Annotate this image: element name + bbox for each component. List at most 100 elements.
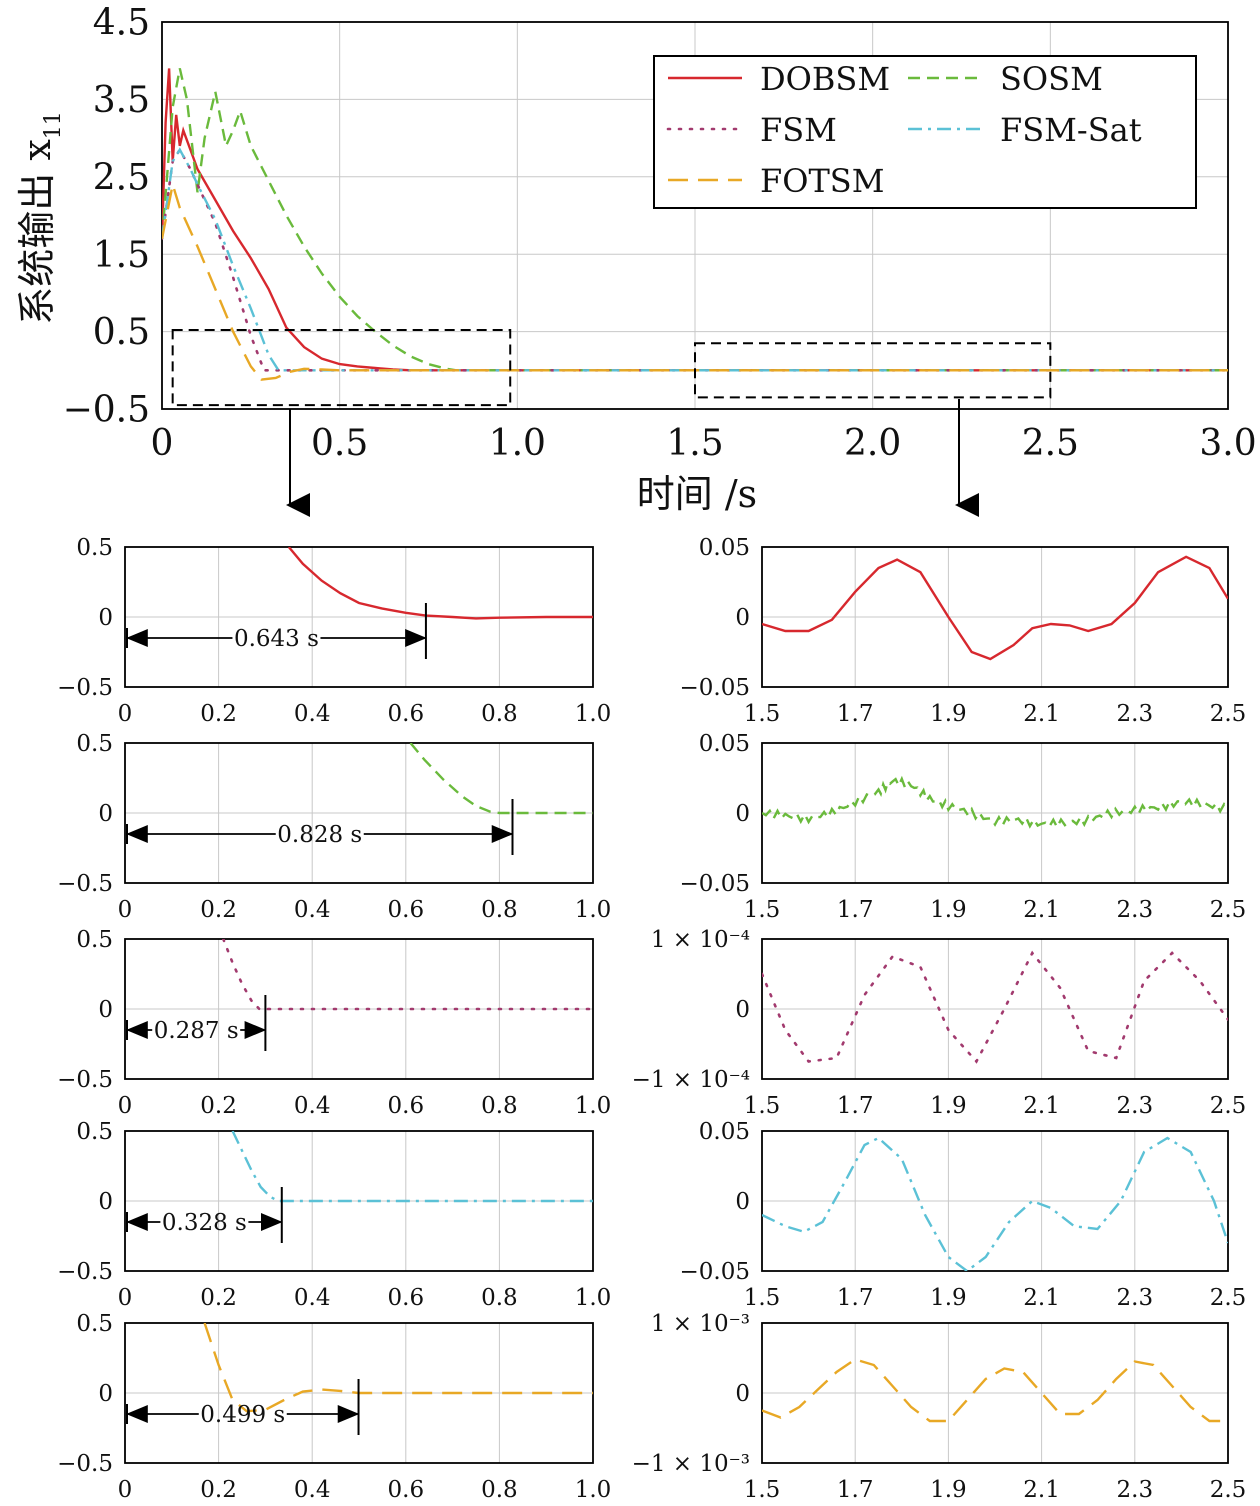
plot-frame bbox=[761, 938, 1229, 1080]
x-tick-label: 0.6 bbox=[388, 1285, 425, 1311]
main-y-axis-label: 系统输出 x11 bbox=[15, 111, 66, 325]
y-tick-label: 0 bbox=[98, 997, 113, 1023]
x-tick-label: 1.7 bbox=[837, 897, 874, 923]
series-line-sosm bbox=[162, 68, 1228, 372]
x-tick-label: 2.3 bbox=[1117, 897, 1154, 923]
y-tick-label: 0.05 bbox=[699, 535, 750, 561]
x-tick-label: 0.8 bbox=[481, 701, 518, 727]
x-tick-label: 0.8 bbox=[481, 897, 518, 923]
x-tick-label: 2.1 bbox=[1023, 1477, 1060, 1503]
x-tick-label: 0.4 bbox=[294, 1477, 331, 1503]
x-tick-label: 1.5 bbox=[744, 1285, 781, 1311]
y-tick-label: 0.05 bbox=[699, 731, 750, 757]
x-tick-label: 1.5 bbox=[744, 701, 781, 727]
y-tick-label: 0.5 bbox=[76, 535, 113, 561]
y-tick-label: 0.05 bbox=[699, 1119, 750, 1145]
legend-label-sosm: SOSM bbox=[1000, 60, 1103, 98]
subplot-right-3: 1.5 1.7 1.9 2.1 2.3 2.5 1 × 10⁻⁴ 0 −1 × 10⁻⁴ bbox=[632, 927, 1247, 1119]
zoom-connectors bbox=[286, 399, 979, 517]
x-tick-label: 1.7 bbox=[837, 1285, 874, 1311]
x-tick-label: 2.5 bbox=[1210, 1093, 1247, 1119]
y-tick-label: 0 bbox=[98, 1189, 113, 1215]
x-tick-label: 0.4 bbox=[294, 701, 331, 727]
x-tick-label: 1.5 bbox=[744, 1093, 781, 1119]
y-tick-label: 0 bbox=[98, 801, 113, 827]
x-tick-label: 1.0 bbox=[575, 1093, 612, 1119]
subplot-left-2: 0 0.2 0.4 0.6 0.8 1.00.50−0.50.828 s bbox=[57, 731, 611, 923]
x-tick-label: 1.5 bbox=[666, 423, 723, 464]
settling-time-label: 0.328 s bbox=[162, 1210, 247, 1236]
series-line-dobsm bbox=[287, 547, 593, 620]
x-tick-label: 0.4 bbox=[294, 897, 331, 923]
plot-frame bbox=[124, 938, 594, 1080]
x-tick-label: 2.1 bbox=[1023, 897, 1060, 923]
x-tick-label: 2.5 bbox=[1210, 897, 1247, 923]
y-tick-label: −0.05 bbox=[680, 1259, 750, 1285]
x-tick-label: 1.9 bbox=[930, 701, 967, 727]
y-tick-label: −0.5 bbox=[63, 390, 150, 431]
y-tick-label: 3.5 bbox=[93, 80, 150, 121]
y-tick-label: −0.5 bbox=[57, 675, 113, 701]
x-tick-label: 0.2 bbox=[200, 1285, 237, 1311]
y-tick-label: −0.05 bbox=[680, 675, 750, 701]
main-legend: DOBSM SOSM FSM FSM-Sat FOTSM bbox=[653, 55, 1197, 209]
subplot-left-3: 0 0.2 0.4 0.6 0.8 1.00.50−0.50.287 s bbox=[57, 927, 611, 1119]
x-tick-label: 0.6 bbox=[388, 897, 425, 923]
x-tick-label: 1.9 bbox=[930, 1285, 967, 1311]
x-tick-label: 2.5 bbox=[1022, 423, 1079, 464]
settling-time-label: 0.643 s bbox=[234, 626, 319, 652]
x-tick-label: 1.0 bbox=[489, 423, 546, 464]
y-tick-label: 0 bbox=[98, 605, 113, 631]
x-tick-label: 0.4 bbox=[294, 1093, 331, 1119]
series-line-sosm bbox=[762, 775, 1228, 830]
subplot-left-4: 0 0.2 0.4 0.6 0.8 1.00.50−0.50.328 s bbox=[57, 1119, 611, 1311]
y-tick-label: 0.5 bbox=[76, 1119, 113, 1145]
x-tick-label: 0.2 bbox=[200, 701, 237, 727]
x-tick-label: 1.0 bbox=[575, 1477, 612, 1503]
y-tick-label: 4.5 bbox=[93, 3, 150, 44]
x-tick-label: 0.6 bbox=[388, 1093, 425, 1119]
x-tick-label: 1.9 bbox=[930, 897, 967, 923]
y-tick-label: 0.5 bbox=[76, 927, 113, 953]
y-tick-label: −1 × 10⁻⁴ bbox=[632, 1067, 750, 1093]
x-tick-label: 0.6 bbox=[388, 701, 425, 727]
main-y-axis-label-text: 系统输出 x bbox=[15, 139, 59, 325]
y-tick-label: 2.5 bbox=[93, 157, 150, 198]
x-tick-label: 0.6 bbox=[388, 1477, 425, 1503]
x-tick-label: 0.2 bbox=[200, 897, 237, 923]
settling-time-label: 0.828 s bbox=[277, 822, 362, 848]
x-tick-label: 0.5 bbox=[311, 423, 368, 464]
x-tick-label: 1.5 bbox=[744, 1477, 781, 1503]
y-tick-label: 0 bbox=[735, 605, 750, 631]
x-tick-label: 1.0 bbox=[575, 897, 612, 923]
zoom-box-left bbox=[171, 329, 512, 407]
y-tick-label: 1 × 10⁻³ bbox=[651, 1311, 750, 1337]
x-tick-label: 2.3 bbox=[1117, 1477, 1154, 1503]
legend-frame bbox=[653, 55, 1197, 209]
plot-frame bbox=[761, 1322, 1229, 1464]
x-tick-label: 0.8 bbox=[481, 1285, 518, 1311]
x-tick-label: 0 bbox=[118, 701, 133, 727]
y-tick-label: 0.5 bbox=[93, 312, 150, 353]
subplot-right-1: 1.5 1.7 1.9 2.1 2.3 2.5 0.05 0 −0.05 bbox=[680, 535, 1247, 727]
y-tick-label: −0.5 bbox=[57, 1259, 113, 1285]
x-tick-label: 1.7 bbox=[837, 1477, 874, 1503]
y-tick-label: −0.5 bbox=[57, 1067, 113, 1093]
y-tick-label: 0 bbox=[735, 997, 750, 1023]
y-tick-label: 1 × 10⁻⁴ bbox=[651, 927, 750, 953]
x-tick-label: 1.5 bbox=[744, 897, 781, 923]
x-tick-label: 0.8 bbox=[481, 1093, 518, 1119]
series-line-fotsm bbox=[762, 1358, 1228, 1423]
x-tick-label: 1.0 bbox=[575, 1285, 612, 1311]
main-y-axis-label-sub: 11 bbox=[41, 111, 66, 139]
x-tick-label: 1.7 bbox=[837, 1093, 874, 1119]
y-tick-label: 0 bbox=[735, 801, 750, 827]
main-plot: 0 0.5 1.0 1.5 2.0 2.5 3.0 4.5 3.5 2.5 1.5 0.5 −0.5 bbox=[63, 3, 1257, 464]
x-tick-label: 2.3 bbox=[1117, 1093, 1154, 1119]
y-tick-label: −0.5 bbox=[57, 871, 113, 897]
x-tick-label: 1.9 bbox=[930, 1093, 967, 1119]
svg-text:系统输出 x11: 系统输出 x11 bbox=[15, 111, 66, 325]
subplot-right-5: 1.5 1.7 1.9 2.1 2.3 2.5 1 × 10⁻³ 0 −1 × 10⁻³ bbox=[632, 1311, 1247, 1503]
subplots: 0 0.2 0.4 0.6 0.8 1.00.50−0.50.643 s1.5 1.7 1.9… bbox=[57, 535, 1246, 1503]
y-tick-label: −1 × 10⁻³ bbox=[632, 1451, 750, 1477]
